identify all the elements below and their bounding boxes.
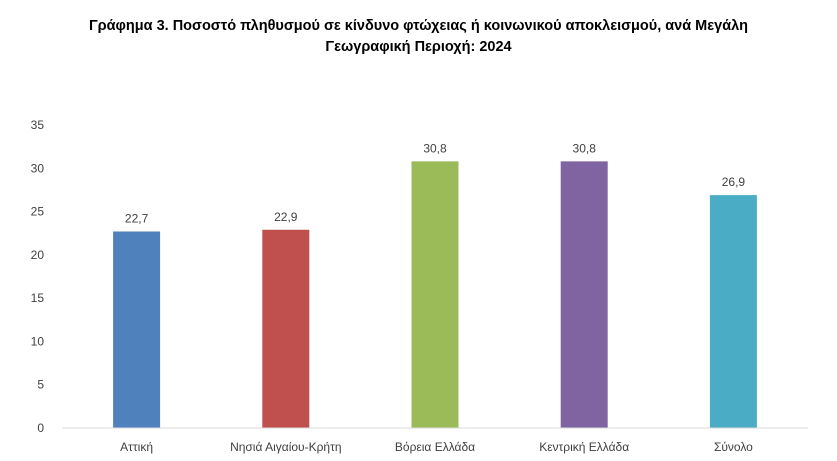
bar [411, 161, 459, 429]
x-category-label: Νησιά Αιγαίου-Κρήτη [230, 440, 341, 454]
y-tick-label: 15 [31, 291, 45, 305]
y-tick-label: 30 [31, 161, 45, 175]
y-tick-label: 0 [37, 421, 44, 435]
y-tick-label: 5 [37, 378, 44, 392]
plot-area: 22,7 22,9 30,8 30,8 26,9 [113, 141, 757, 429]
y-axis: 0 5 10 15 20 25 30 35 [31, 118, 45, 435]
data-label: 30,8 [573, 141, 597, 155]
y-tick-label: 35 [31, 118, 45, 132]
x-axis: Αττική Νησιά Αιγαίου-Κρήτη Βόρεια Ελλάδα Κε… [62, 427, 808, 454]
data-label: 22,9 [274, 210, 298, 224]
bar [262, 229, 310, 428]
x-category-label: Βόρεια Ελλάδα [395, 440, 475, 454]
bar [560, 161, 608, 429]
chart-title-line-2: Γεωγραφική Περιοχή: 2024 [325, 39, 512, 55]
y-tick-label: 20 [31, 248, 45, 262]
data-label: 22,7 [125, 211, 149, 225]
y-tick-label: 25 [31, 205, 45, 219]
chart-title-line-1: Γράφημα 3. Ποσοστό πληθυσμού σε κίνδυνο … [88, 18, 749, 34]
x-category-label: Σύνολο [714, 440, 753, 454]
data-label: 30,8 [423, 141, 447, 155]
x-category-label: Κεντρική Ελλάδα [539, 440, 629, 454]
x-category-label: Αττική [120, 440, 153, 454]
bar [709, 195, 757, 428]
y-tick-label: 10 [31, 334, 45, 348]
bar [113, 231, 161, 428]
chart-title: Γράφημα 3. Ποσοστό πληθυσμού σε κίνδυνο … [20, 16, 817, 58]
data-label: 26,9 [722, 175, 746, 189]
